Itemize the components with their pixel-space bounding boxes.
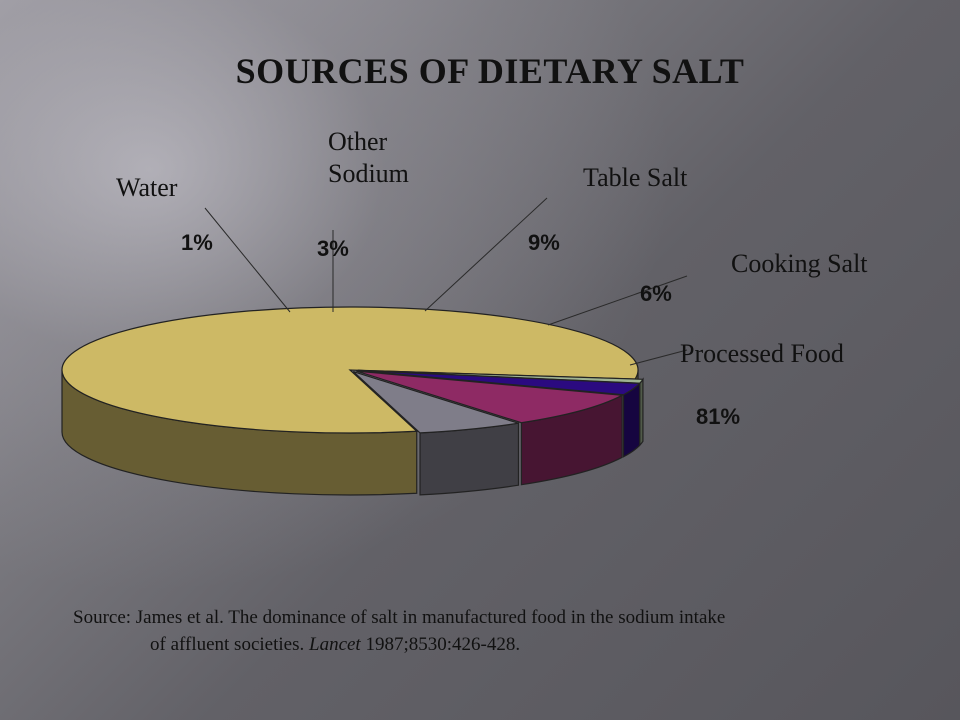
- category-label-water: Water: [116, 173, 178, 202]
- category-label-processed-food: Processed Food: [680, 339, 844, 368]
- leader-line-processed-food: [629, 349, 688, 366]
- value-label-water: 1%: [181, 230, 213, 255]
- chart-title: SOURCES OF DIETARY SALT: [235, 51, 745, 91]
- leader-line-water: [204, 207, 291, 313]
- pie-slice-table-salt: [356, 370, 625, 424]
- pie-side-other-sodium: [622, 381, 641, 458]
- source-citation: Source: James et al. The dominance of sa…: [73, 604, 933, 658]
- source-ref: 1987;8530:426-428.: [360, 634, 521, 655]
- pie-slice-processed-food: [61, 306, 639, 434]
- category-label-table-salt: Table Salt: [583, 163, 688, 192]
- value-label-other-sodium: 3%: [317, 236, 349, 261]
- source-line-2: of affluent societies. Lancet 1987;8530:…: [73, 631, 933, 658]
- pie-slice-other-sodium: [357, 369, 641, 396]
- leader-line-table-salt: [424, 197, 548, 312]
- value-label-processed-food: 81%: [696, 404, 740, 429]
- category-label-cooking-salt: Cooking Salt: [731, 249, 868, 278]
- category-label-other-sodium: Other Sodium: [328, 127, 409, 188]
- value-label-table-salt: 9%: [528, 230, 560, 255]
- pie-side-cooking-salt: [419, 422, 520, 496]
- value-label-cooking-salt: 6%: [640, 281, 672, 306]
- source-text: of affluent societies.: [150, 634, 309, 655]
- leader-line-cooking-salt: [547, 275, 688, 326]
- pie-side-water: [639, 377, 644, 447]
- pie-slice-cooking-salt: [352, 371, 519, 434]
- source-line-1: Source: James et al. The dominance of sa…: [73, 607, 726, 628]
- journal-name: Lancet: [309, 634, 361, 655]
